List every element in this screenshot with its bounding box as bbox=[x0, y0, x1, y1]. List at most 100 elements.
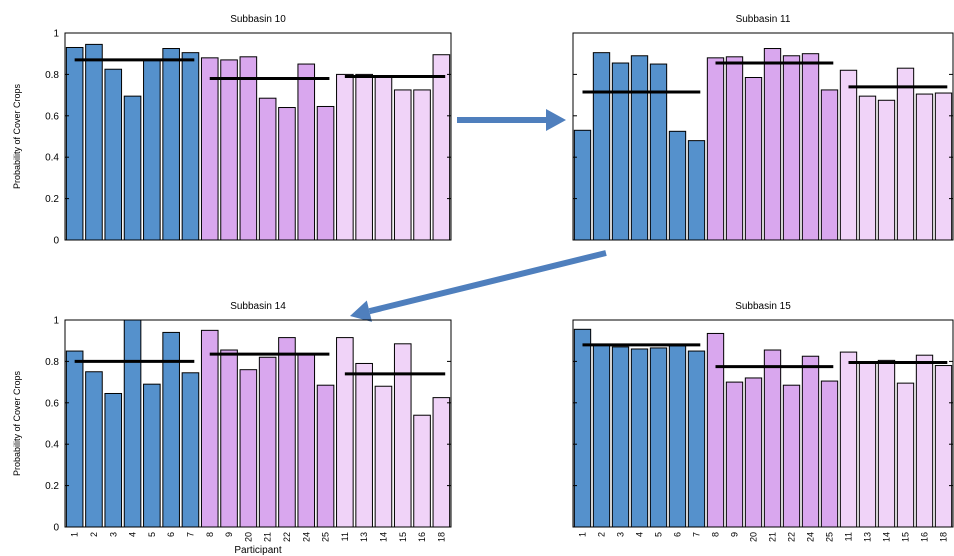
bar bbox=[782, 55, 801, 241]
x-tick-label: 3 bbox=[108, 532, 118, 537]
y-tick-label: 0.2 bbox=[45, 194, 59, 205]
y-tick-label: 0 bbox=[53, 523, 59, 534]
y-tick-label: 0 bbox=[53, 236, 59, 247]
x-tick-label: 7 bbox=[692, 532, 702, 537]
bar bbox=[934, 92, 953, 241]
bar bbox=[104, 392, 123, 528]
bar bbox=[706, 57, 725, 241]
x-tick-label: 18 bbox=[436, 532, 446, 542]
x-tick-label: 16 bbox=[920, 532, 930, 542]
y-tick-label: 0.6 bbox=[45, 398, 59, 409]
bar bbox=[801, 53, 820, 241]
plot-frame bbox=[64, 32, 452, 241]
x-tick-label: 9 bbox=[730, 532, 740, 537]
x-tick-label: 5 bbox=[654, 532, 664, 537]
x-tick-label: 1 bbox=[578, 532, 588, 537]
chart-panel: Subbasin 10 0 0.2 0.4 0.6 0.8 1 Probability of … bbox=[12, 14, 452, 247]
x-tick-label: 21 bbox=[768, 532, 778, 542]
bar bbox=[839, 69, 858, 241]
bar bbox=[336, 73, 354, 241]
y-tick-label: 1 bbox=[53, 316, 59, 327]
bar bbox=[839, 351, 858, 528]
bar bbox=[85, 43, 103, 241]
bar bbox=[915, 93, 934, 241]
bar bbox=[592, 52, 611, 241]
y-axis-label: Probability of Cover Crops bbox=[12, 83, 22, 189]
bar bbox=[143, 383, 161, 528]
y-tick-label: 0.4 bbox=[45, 440, 59, 451]
bar bbox=[181, 52, 200, 241]
x-tick-label: 18 bbox=[939, 532, 949, 542]
bar bbox=[65, 46, 84, 241]
x-tick-label: 15 bbox=[901, 532, 911, 542]
x-tick-label: 13 bbox=[863, 532, 873, 542]
x-tick-label: 6 bbox=[166, 532, 176, 537]
transition-arrows bbox=[350, 109, 607, 322]
bar bbox=[649, 347, 668, 528]
bar bbox=[413, 89, 431, 241]
x-tick-label: 25 bbox=[321, 532, 331, 542]
chart-panel: Subbasin 15 1 2 3 4 5 6 7 8 9 20 21 22 24 25 11 13 14 15 16… bbox=[572, 301, 954, 542]
chart-title: Subbasin 15 bbox=[735, 301, 791, 312]
bar bbox=[220, 59, 238, 241]
bar bbox=[123, 319, 142, 528]
x-tick-label: 14 bbox=[378, 532, 388, 542]
y-tick-label: 0.6 bbox=[45, 111, 59, 122]
x-tick-label: 22 bbox=[787, 532, 797, 542]
bar bbox=[432, 54, 451, 241]
bar bbox=[877, 359, 896, 528]
bar bbox=[763, 48, 782, 241]
plot-frame bbox=[572, 32, 954, 241]
chart-title: Subbasin 11 bbox=[736, 14, 791, 25]
bar bbox=[278, 107, 296, 241]
x-tick-label: 11 bbox=[844, 532, 854, 541]
bar bbox=[725, 381, 744, 528]
bar bbox=[611, 62, 630, 241]
bar bbox=[374, 385, 393, 528]
y-tick-label: 0.4 bbox=[45, 153, 59, 164]
subbasin-panels: Subbasin 10 0 0.2 0.4 0.6 0.8 1 Probability of … bbox=[12, 14, 954, 556]
bar bbox=[630, 348, 649, 528]
x-tick-label: 2 bbox=[597, 532, 607, 537]
bar bbox=[220, 349, 238, 528]
x-tick-label: 7 bbox=[185, 532, 195, 537]
bar bbox=[65, 350, 84, 528]
bar bbox=[668, 345, 687, 528]
x-tick-label: 2 bbox=[89, 532, 99, 537]
x-tick-label: 16 bbox=[417, 532, 427, 542]
bar bbox=[316, 384, 335, 528]
bar bbox=[355, 362, 373, 528]
bar bbox=[297, 63, 316, 241]
bar bbox=[316, 105, 335, 241]
arrow-shaft bbox=[368, 250, 607, 315]
x-tick-label: 8 bbox=[205, 532, 215, 537]
x-tick-label: 11 bbox=[340, 532, 350, 541]
bar bbox=[258, 356, 277, 528]
x-tick-label: 9 bbox=[224, 532, 234, 537]
x-tick-label: 8 bbox=[711, 532, 721, 537]
bar bbox=[573, 328, 592, 528]
chart-panel: Subbasin 11 bbox=[572, 14, 954, 241]
bar bbox=[393, 89, 412, 241]
bar bbox=[744, 377, 763, 528]
bar bbox=[200, 57, 219, 241]
x-tick-label: 25 bbox=[825, 532, 835, 542]
x-tick-label: 20 bbox=[243, 532, 253, 542]
bar bbox=[413, 414, 431, 528]
x-tick-label: 13 bbox=[359, 532, 369, 542]
bar bbox=[573, 129, 592, 241]
x-tick-label: 24 bbox=[806, 532, 816, 542]
bar bbox=[432, 397, 451, 528]
x-tick-label: 24 bbox=[301, 532, 311, 542]
bar bbox=[763, 349, 782, 528]
bar bbox=[687, 140, 706, 241]
x-tick-label: 4 bbox=[128, 532, 138, 537]
plot-frame bbox=[572, 319, 954, 528]
bar bbox=[162, 48, 180, 241]
bar bbox=[611, 346, 630, 528]
bar bbox=[801, 355, 820, 528]
x-tick-label: 22 bbox=[282, 532, 292, 542]
bar bbox=[858, 95, 877, 241]
y-axis-label: Probability of Cover Crops bbox=[12, 370, 22, 476]
bar bbox=[896, 382, 915, 528]
